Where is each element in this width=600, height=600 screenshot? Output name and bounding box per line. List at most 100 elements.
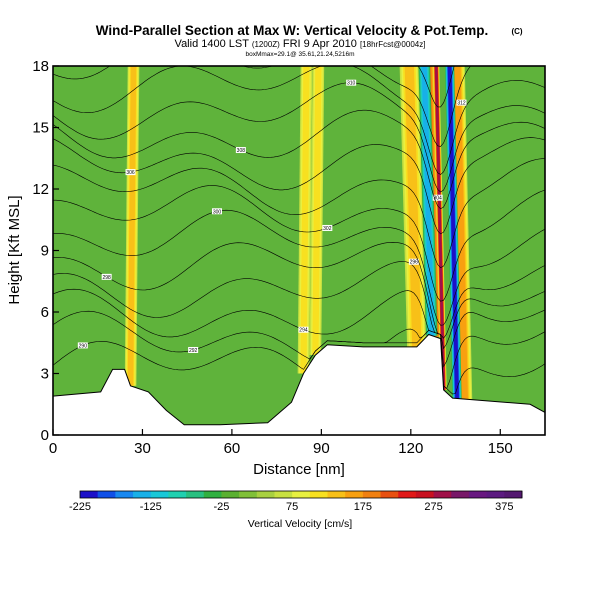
colorbar-swatch-11 <box>274 491 293 498</box>
colorbar-swatch-21 <box>451 491 470 498</box>
y-axis-ticks: 0 3 6 9 12 15 18 <box>32 58 59 444</box>
isentrope-290 <box>53 330 545 395</box>
x-tick-label-90: 90 <box>313 440 330 457</box>
isentrope-304 <box>53 158 545 269</box>
isentrope-label-bg-290 <box>77 342 88 349</box>
isentrope-label-294: 294 <box>299 328 308 334</box>
y-tick-label-15: 15 <box>32 120 49 137</box>
velocity-bands <box>124 66 473 400</box>
colorbar-swatch-20 <box>433 491 452 498</box>
isentrope-label-290: 290 <box>79 343 88 349</box>
isentrope-314 <box>53 66 471 147</box>
isentrope-label-310: 310 <box>347 81 356 87</box>
updraft-1-level-2 <box>300 66 310 374</box>
colorbar-tick-label-5: 275 <box>424 501 442 513</box>
colorbar-swatch-3 <box>133 491 152 498</box>
updraft-5-level-9 <box>434 66 445 390</box>
colorbar-swatch-15 <box>345 491 364 498</box>
terrain <box>53 333 545 435</box>
subtitle-utc: (1200Z) <box>252 40 280 49</box>
colorbar-tick-label-4: 175 <box>354 501 372 513</box>
x-tick-label-30: 30 <box>134 440 151 457</box>
isentrope-label-306: 306 <box>126 170 135 176</box>
colorbar-swatch-17 <box>380 491 399 498</box>
isentrope-label-292: 292 <box>189 348 198 354</box>
y-tick-label-18: 18 <box>32 58 49 75</box>
colorbar-swatch-16 <box>362 491 382 498</box>
colorbar-swatch-18 <box>398 491 417 498</box>
colorbar-label: Vertical Velocity [cm/s] <box>248 518 353 530</box>
colorbar-swatch-10 <box>256 491 275 498</box>
colorbar-swatch-2 <box>115 491 134 498</box>
colorbar-swatch-14 <box>327 491 346 498</box>
isentrope-label-bg-308 <box>235 147 246 154</box>
colorbar-swatch-24 <box>504 491 523 498</box>
isentrope-label-bg-302 <box>322 224 333 231</box>
colorbar-swatch-19 <box>415 491 435 498</box>
isentrope-label-bg-300 <box>212 208 222 215</box>
isentrope-292 <box>53 310 545 390</box>
chart-title: Wind-Parallel Section at Max W: Vertical… <box>96 23 488 38</box>
isentrope-label-302: 302 <box>323 226 332 232</box>
x-tick-label-0: 0 <box>49 440 57 457</box>
isentrope-310 <box>53 82 545 193</box>
colorbar-tick-label-6: 375 <box>495 501 513 513</box>
colorbar-swatch-12 <box>292 491 311 498</box>
isentrope-300 <box>53 209 545 326</box>
isentrope-label-308: 308 <box>237 148 246 154</box>
colorbar-tick-label-1: -125 <box>140 501 162 513</box>
isentrope-298 <box>53 241 545 339</box>
y-tick-label-6: 6 <box>41 304 49 321</box>
colorbar-swatch-1 <box>97 491 116 498</box>
colorbar-swatch-5 <box>168 491 187 498</box>
isentrope-label-bg-310 <box>346 79 357 86</box>
colorbar-ticks: -225 -125 -25 75 175 275 375 <box>69 501 514 513</box>
isentrope-label-bg-298 <box>101 273 112 280</box>
x-tick-label-150: 150 <box>488 440 513 457</box>
isentrope-label-bg-296 <box>408 258 419 265</box>
isentrope-label-bg-312 <box>456 99 467 106</box>
plot-area: 290 292 294 296 298 300 302 304 306 308 310 312 <box>53 0 545 435</box>
subtitle-date: FRI 9 Apr 2010 <box>283 38 357 50</box>
colorbar-tick-label-0: -225 <box>69 501 91 513</box>
isentrope-label-bg-292 <box>188 346 199 353</box>
isentrope-label-300: 300 <box>213 209 222 215</box>
y-tick-label-9: 9 <box>41 243 49 260</box>
colorbar <box>79 490 523 499</box>
isentrope-label-bg-294 <box>298 326 309 333</box>
x-axis-ticks: 0 30 60 90 120 150 <box>49 429 513 457</box>
subtitle-valid: Valid 1400 LST <box>175 38 250 50</box>
x-tick-label-60: 60 <box>224 440 241 457</box>
colorbar-swatch-22 <box>468 491 488 498</box>
isentrope-lines: 290 292 294 296 298 300 302 304 306 308 310 312 <box>53 0 545 395</box>
subtitle-run: [18hrFcst@0004z] <box>360 40 425 49</box>
colorbar-swatch-8 <box>221 491 240 498</box>
colorbar-swatch-7 <box>203 491 222 498</box>
isentrope-322 <box>53 0 545 6</box>
colorbar-swatch-4 <box>150 491 169 498</box>
colorbar-swatch-6 <box>186 491 205 498</box>
updraft-2-level-2 <box>312 66 322 356</box>
isentrope-label-bg-304 <box>432 194 443 201</box>
isentrope-308 <box>53 109 545 210</box>
updraft-0-level-3 <box>127 66 137 386</box>
isentrope-label-304: 304 <box>433 196 442 202</box>
y-axis-label: Height [Kft MSL] <box>6 195 23 304</box>
colorbar-tick-label-3: 75 <box>286 501 298 513</box>
updraft-3-level-3 <box>404 66 422 347</box>
isentrope-label-312: 312 <box>457 101 466 107</box>
y-tick-label-0: 0 <box>41 427 49 444</box>
y-tick-label-3: 3 <box>41 366 49 383</box>
colorbar-frame <box>79 490 523 499</box>
isentrope-label-298: 298 <box>103 275 112 281</box>
isentrope-label-296: 296 <box>410 260 419 266</box>
chart-title-mark: (C) <box>511 27 522 36</box>
downdraft-1-level-7 <box>447 66 459 399</box>
isentrope-312 <box>53 66 545 175</box>
x-axis-label: Distance [nm] <box>253 461 345 478</box>
chart-subtitle: Valid 1400 LST (1200Z) FRI 9 Apr 2010 [1… <box>175 38 426 50</box>
colorbar-swatch-9 <box>239 491 258 498</box>
colorbar-swatch-13 <box>309 491 329 498</box>
colorbar-tick-label-2: -25 <box>213 501 229 513</box>
